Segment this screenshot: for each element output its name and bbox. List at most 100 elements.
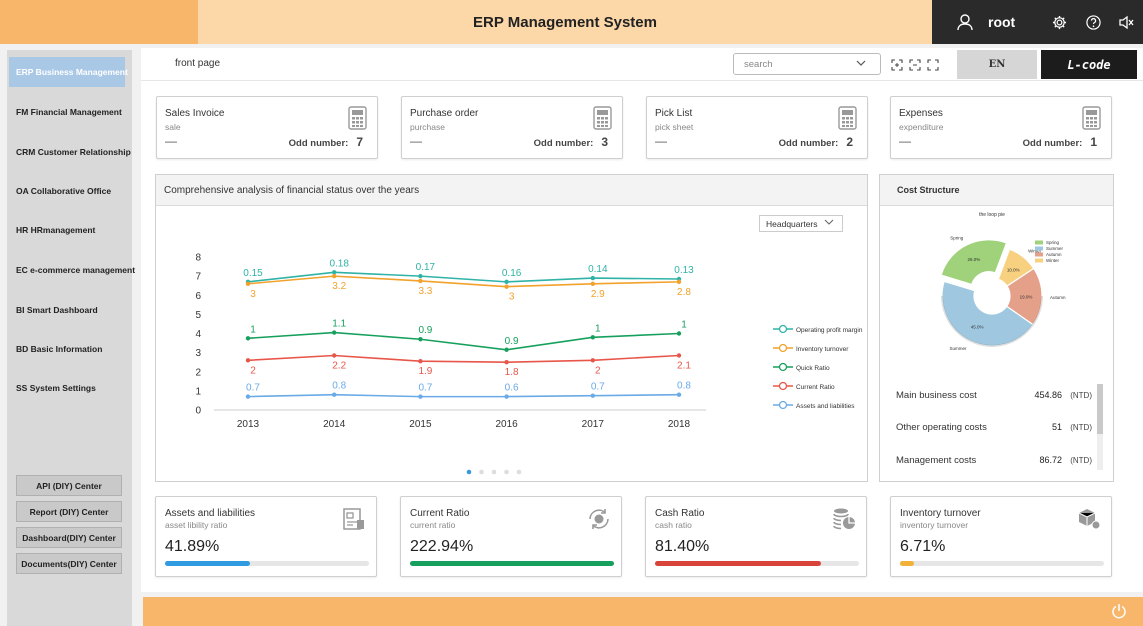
help-icon[interactable] — [1084, 13, 1102, 31]
data-point[interactable] — [504, 394, 509, 399]
coin-stack-icon — [832, 507, 856, 536]
gear-icon[interactable] — [1050, 13, 1068, 31]
legend-marker[interactable] — [778, 343, 788, 353]
stat-card-expenses[interactable]: Expenses expenditure — Odd number: 1 — [890, 96, 1112, 159]
sidebar-item-ec[interactable]: EC e-commerce management — [16, 265, 136, 275]
series-line — [247, 393, 680, 398]
pie-slice[interactable] — [941, 280, 1034, 347]
data-point[interactable] — [418, 273, 423, 279]
exit-fullscreen-icon[interactable] — [909, 58, 921, 71]
data-point[interactable] — [590, 393, 595, 398]
data-point[interactable] — [590, 335, 595, 340]
legend-swatch[interactable] — [1035, 252, 1043, 257]
data-point[interactable] — [245, 336, 251, 341]
legend-label[interactable]: Assets and liabilities — [796, 403, 855, 410]
pager-dot[interactable] — [504, 469, 509, 475]
legend-label[interactable]: Quick Ratio — [796, 365, 830, 372]
legend-marker[interactable] — [778, 324, 788, 334]
data-point[interactable] — [418, 394, 423, 399]
pager-dot[interactable] — [466, 469, 472, 475]
data-label: 1.1 — [332, 319, 346, 330]
scrollbar-thumb[interactable] — [1097, 384, 1103, 434]
stat-card-purchase-order[interactable]: Purchase order purchase — Odd number: 3 — [401, 96, 623, 159]
sidebar-item-bd[interactable]: BD Basic Information — [16, 344, 103, 354]
user-icon[interactable] — [956, 13, 974, 31]
fullscreen-icon[interactable] — [891, 58, 903, 71]
cost-row: Management costs 86.72 (NTD) — [896, 455, 1092, 471]
search-input[interactable]: search — [733, 53, 881, 75]
stat-card-pick-list[interactable]: Pick List pick sheet — Odd number: 2 — [646, 96, 868, 159]
legend-label[interactable]: Autumn — [1046, 252, 1062, 257]
documents-center-button[interactable]: Documents(DIY) Center — [16, 553, 122, 574]
data-point[interactable] — [590, 281, 595, 286]
dashboard-center-button[interactable]: Dashboard(DIY) Center — [16, 527, 122, 548]
sidebar-item-bi[interactable]: BI Smart Dashboard — [16, 305, 98, 315]
pie-slice[interactable] — [940, 239, 1008, 286]
ratio-card-inventory[interactable]: Inventory turnover inventory turnover 6.… — [890, 496, 1112, 577]
branch-select[interactable]: Headquarters — [759, 215, 843, 232]
data-point[interactable] — [332, 330, 337, 335]
pie-value-label: 10.0% — [1007, 267, 1020, 272]
data-point[interactable] — [504, 359, 509, 365]
legend-label[interactable]: Current Ratio — [796, 384, 835, 391]
pager-dot[interactable] — [479, 469, 484, 475]
cost-scrollbar[interactable] — [1097, 384, 1103, 470]
legend-label[interactable]: Operating profit margin — [796, 327, 863, 334]
data-point[interactable] — [504, 347, 509, 352]
data-point[interactable] — [332, 270, 337, 275]
data-point[interactable] — [332, 273, 337, 279]
data-label: 0.8 — [677, 381, 691, 392]
data-point[interactable] — [245, 394, 251, 399]
sidebar-item-hr[interactable]: HR HRmanagement — [16, 225, 96, 235]
legend-label[interactable]: Inventory turnover — [796, 346, 849, 353]
data-point[interactable] — [504, 284, 509, 289]
username[interactable]: root — [988, 14, 1016, 30]
calculator-icon — [1082, 106, 1101, 135]
data-point[interactable] — [418, 359, 423, 364]
data-point[interactable] — [418, 337, 423, 342]
power-icon[interactable] — [1111, 603, 1127, 624]
legend-swatch[interactable] — [1035, 258, 1043, 263]
data-point[interactable] — [676, 331, 682, 336]
legend-label[interactable]: Winter — [1046, 258, 1060, 263]
breadcrumb[interactable]: front page — [175, 58, 221, 69]
legend-label[interactable]: Summer — [1046, 246, 1064, 251]
api-center-button[interactable]: API (DIY) Center — [16, 475, 122, 496]
data-point[interactable] — [245, 358, 251, 363]
ratio-card-current[interactable]: Current Ratio current ratio 222.94% — [400, 496, 622, 577]
sidebar-item-fm[interactable]: FM Financial Management — [16, 107, 122, 117]
lcode-button[interactable]: L-code — [1041, 50, 1137, 79]
pager-dot[interactable] — [516, 469, 522, 475]
legend-swatch[interactable] — [1035, 246, 1043, 251]
data-point[interactable] — [676, 353, 682, 358]
stat-card-sales-invoice[interactable]: Sales Invoice sale — Odd number: 7 — [156, 96, 378, 159]
sidebar-item-crm[interactable]: CRM Customer Relationship — [16, 147, 131, 157]
legend-marker[interactable] — [778, 362, 788, 372]
data-point[interactable] — [332, 353, 337, 358]
legend-marker[interactable] — [778, 381, 788, 391]
data-point[interactable] — [590, 275, 595, 281]
legend-marker[interactable] — [778, 400, 788, 410]
report-center-button[interactable]: Report (DIY) Center — [16, 501, 122, 522]
calculator-icon — [348, 106, 367, 135]
language-button[interactable]: EN — [957, 50, 1037, 79]
ratio-card-assets[interactable]: Assets and liabilities asset libility ra… — [155, 496, 377, 577]
data-point[interactable] — [332, 392, 337, 397]
sidebar-item-oa[interactable]: OA Collaborative Office — [16, 186, 112, 196]
data-point[interactable] — [590, 358, 595, 363]
data-point[interactable] — [676, 279, 682, 285]
legend-swatch[interactable] — [1035, 240, 1043, 245]
data-point[interactable] — [504, 279, 509, 285]
sidebar-item-erp[interactable]: ERP Business Management — [9, 57, 128, 87]
data-point[interactable] — [245, 281, 251, 286]
calculator-icon — [838, 106, 857, 135]
data-point[interactable] — [676, 392, 682, 397]
sidebar-item-ss[interactable]: SS System Settings — [16, 383, 96, 393]
expand-icon[interactable] — [927, 58, 939, 71]
volume-icon[interactable] — [1118, 13, 1136, 31]
legend-label[interactable]: Spring — [1046, 240, 1060, 245]
ratio-card-cash[interactable]: Cash Ratio cash ratio 81.40% — [645, 496, 867, 577]
data-label: 0.16 — [502, 268, 522, 279]
pager-dot[interactable] — [491, 469, 497, 475]
data-point[interactable] — [418, 278, 423, 284]
